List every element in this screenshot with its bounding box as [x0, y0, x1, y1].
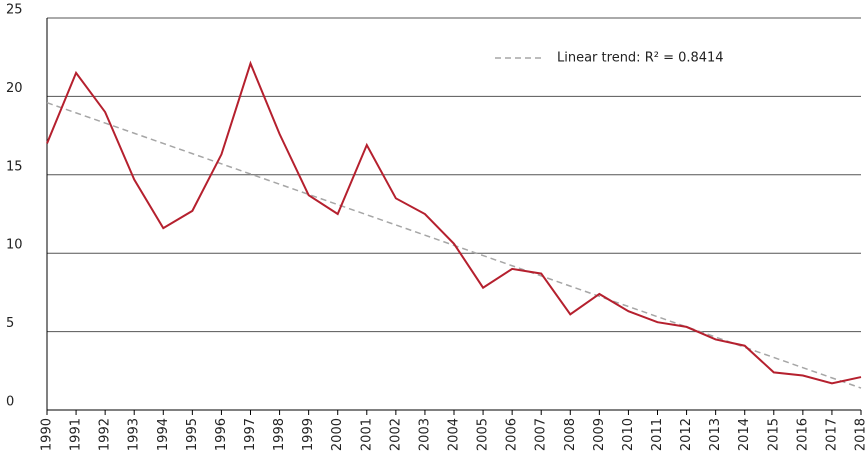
- x-tick-label: 2016: [795, 418, 810, 451]
- x-tick-label: 2015: [766, 418, 781, 451]
- x-tick-label: 1996: [214, 418, 229, 451]
- legend-label: Linear trend: R² = 0.8414: [557, 51, 724, 66]
- y-tick-label: 0: [6, 395, 14, 410]
- x-tick-label: 2004: [447, 418, 462, 451]
- x-tick-label: 2008: [563, 418, 578, 451]
- x-tick-label: 2007: [534, 418, 549, 451]
- x-tick-label: 2005: [476, 418, 491, 451]
- y-tick-label: 25: [6, 3, 23, 18]
- x-tick-label: 2011: [650, 418, 665, 451]
- x-tick-label: 2003: [417, 418, 432, 451]
- x-tick-label: 2018: [854, 418, 867, 451]
- x-tick-label: 1997: [243, 418, 258, 451]
- x-tick-label: 1992: [98, 418, 113, 451]
- x-tick-label: 1991: [69, 418, 84, 451]
- x-tick-label: 2012: [679, 418, 694, 451]
- y-tick-label: 15: [6, 159, 23, 174]
- x-tick-label: 2017: [824, 418, 839, 451]
- x-tick-label: 2002: [388, 418, 403, 451]
- x-tick-label: 1999: [301, 418, 316, 451]
- x-tick-label: 2014: [737, 418, 752, 451]
- x-tick-label: 1990: [40, 418, 55, 451]
- y-tick-label: 5: [6, 316, 14, 331]
- x-tick-label: 2000: [330, 418, 345, 451]
- x-tick-label: 1993: [127, 418, 142, 451]
- y-tick-label: 20: [6, 81, 23, 96]
- x-tick-label: 2006: [505, 418, 520, 451]
- x-tick-label: 2009: [592, 418, 607, 451]
- y-tick-label: 10: [6, 238, 23, 253]
- x-tick-label: 2013: [708, 418, 723, 451]
- x-tick-label: 1995: [185, 418, 200, 451]
- x-tick-label: 1998: [272, 418, 287, 451]
- x-tick-label: 2010: [621, 418, 636, 451]
- x-tick-label: 2001: [359, 418, 374, 451]
- x-tick-label: 1994: [156, 418, 171, 451]
- data-line: [46, 60, 862, 385]
